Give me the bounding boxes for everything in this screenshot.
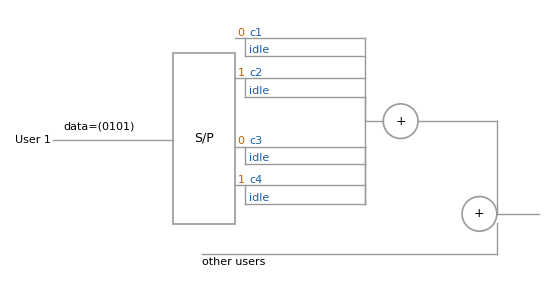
Text: c3: c3 [249, 136, 262, 146]
Text: idle: idle [249, 193, 269, 203]
Text: User 1: User 1 [15, 135, 51, 145]
Text: 1: 1 [238, 68, 245, 78]
Text: c2: c2 [249, 68, 262, 78]
Text: +: + [474, 207, 485, 220]
Text: +: + [395, 115, 406, 128]
Text: idle: idle [249, 86, 269, 96]
Text: c1: c1 [249, 28, 262, 38]
Text: S/P: S/P [194, 132, 213, 145]
Text: data=(0101): data=(0101) [64, 122, 135, 132]
Text: other users: other users [203, 257, 266, 267]
Text: 1: 1 [238, 175, 245, 185]
Text: 0: 0 [238, 28, 245, 38]
Text: 0: 0 [238, 136, 245, 146]
Text: c4: c4 [249, 175, 262, 185]
FancyBboxPatch shape [173, 53, 235, 224]
Text: idle: idle [249, 45, 269, 55]
Text: idle: idle [249, 154, 269, 163]
